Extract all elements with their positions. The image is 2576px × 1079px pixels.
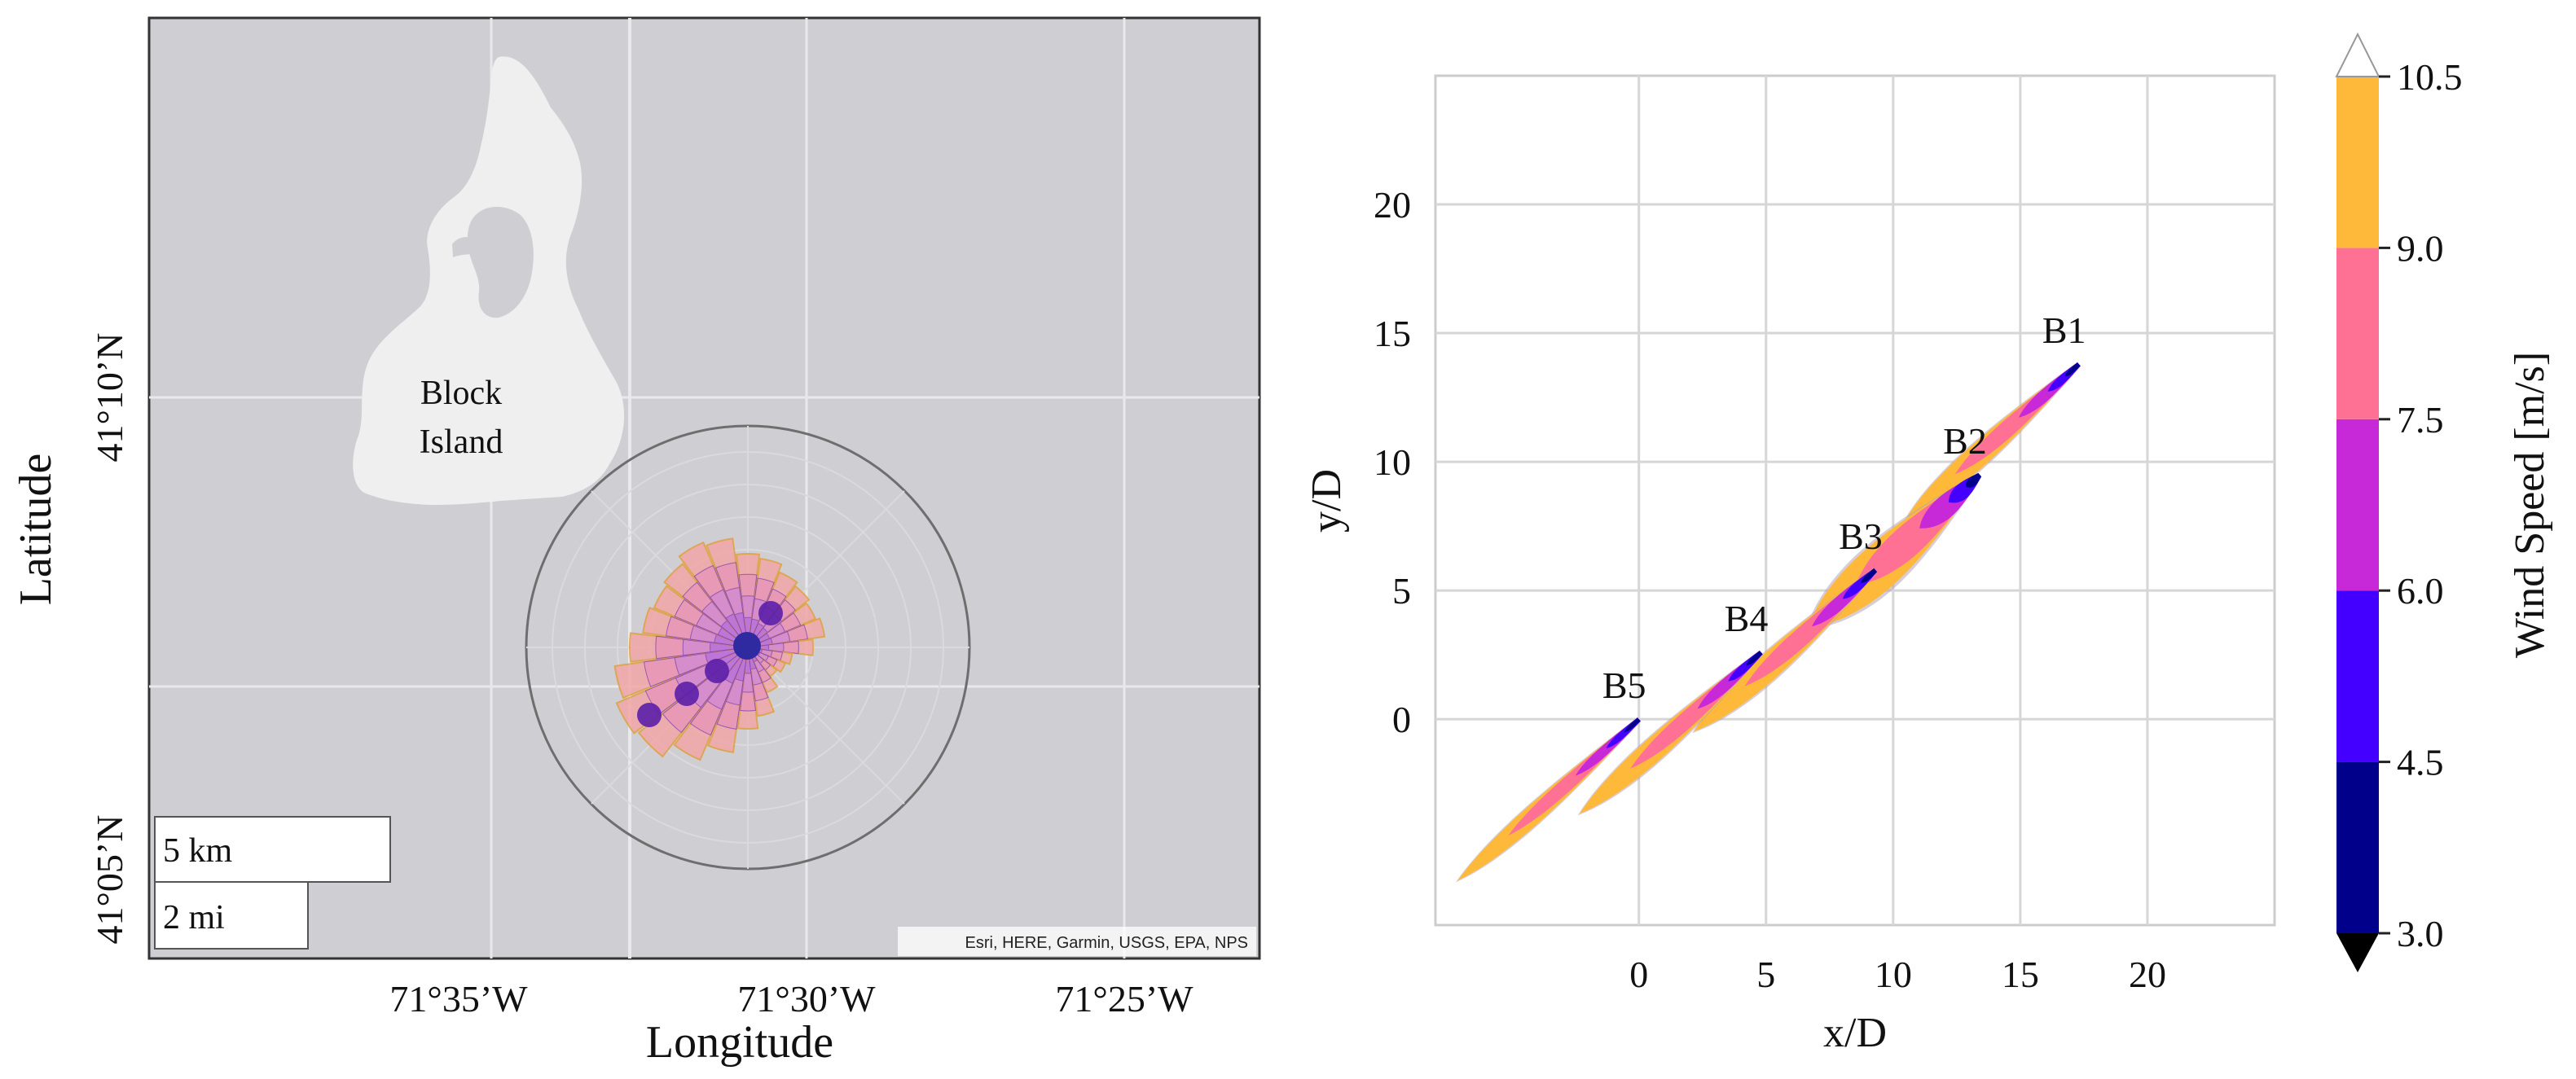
- turbine-label-b1: B1: [2042, 309, 2086, 351]
- wake-band: [1746, 651, 1763, 665]
- y-axis-label: y/D: [1303, 469, 1350, 533]
- map-panel: Block Island 5 km 2 mi Esri, HERE, Garmi…: [11, 16, 1261, 1068]
- lon-tick-label: 71°30’W: [737, 978, 876, 1020]
- turbine-label-b2: B2: [1943, 420, 1987, 462]
- scale-bar: [154, 816, 391, 950]
- map-attribution: Esri, HERE, Garmin, USGS, EPA, NPS: [965, 934, 1248, 952]
- x-tick-label: 5: [1756, 954, 1775, 995]
- turbine-markers: [637, 601, 783, 727]
- map-water: [147, 16, 1261, 960]
- y-ticks: 0 5 10 15 20: [1374, 184, 1411, 740]
- turbine-label-b5: B5: [1602, 665, 1646, 706]
- wake-band: [1624, 717, 1641, 732]
- x-tick-label: 10: [1875, 954, 1912, 995]
- y-tick-label: 10: [1374, 441, 1411, 483]
- great-salt-pond: [468, 207, 534, 318]
- colorbar-label: Wind Speed [m/s]: [2507, 352, 2553, 658]
- colorbar-tick-label: 10.5: [2397, 56, 2463, 98]
- y-tick-label: 0: [1392, 699, 1411, 740]
- lat-tick-label: 41°05’N: [89, 815, 130, 945]
- turbine-marker: [675, 682, 699, 706]
- colorbar-extend-high: [2335, 32, 2380, 77]
- colorbar-tick-label: 3.0: [2397, 913, 2444, 954]
- turbine-label-b4: B4: [1725, 598, 1769, 639]
- scale-label-km: 5 km: [163, 832, 233, 870]
- turbine-marker: [637, 703, 662, 727]
- turbine-marker: [733, 632, 761, 660]
- map-xlabel: Longitude: [646, 1017, 833, 1068]
- colorbar-segment: [2336, 761, 2379, 933]
- wake-b3: [1692, 568, 1878, 734]
- wake-panel: B1 B2 B3 B4 B5 0 5 10 15 20 0 5 10 15 20 x/D y/D 3.0…: [1303, 32, 2553, 1056]
- x-ticks: 0 5 10 15 20: [1629, 954, 2166, 995]
- colorbar-extend-low: [2336, 933, 2379, 972]
- wake-contours: [1455, 362, 2081, 883]
- wake-band: [2064, 362, 2081, 376]
- x-tick-label: 20: [2129, 954, 2166, 995]
- x-tick-label: 15: [2002, 954, 2039, 995]
- map-ylabel: Latitude: [11, 454, 61, 606]
- turbine-marker: [758, 601, 783, 625]
- lat-tick-label: 41°10’N: [89, 333, 130, 463]
- scale-label-mi: 2 mi: [163, 899, 225, 936]
- wake-b5: [1455, 717, 1642, 883]
- colorbar-tick-label: 7.5: [2397, 399, 2444, 441]
- colorbar-segment: [2336, 590, 2379, 762]
- colorbar-tick-label: 6.0: [2397, 570, 2444, 612]
- wake-band: [1861, 568, 1877, 583]
- y-tick-label: 20: [1374, 184, 1411, 226]
- island-label: Block: [420, 375, 502, 412]
- wake-b4: [1577, 650, 1763, 816]
- colorbar-tick-label: 4.5: [2397, 742, 2444, 783]
- colorbar: 3.0 4.5 6.0 7.5 9.0 10.5: [2335, 32, 2463, 972]
- lon-tick-label: 71°35’W: [389, 978, 528, 1020]
- colorbar-segment: [2336, 77, 2379, 248]
- colorbar-segment: [2336, 248, 2379, 419]
- colorbar-tick-label: 9.0: [2397, 227, 2444, 269]
- turbine-marker: [705, 659, 729, 683]
- colorbar-segment: [2336, 419, 2379, 591]
- salt-pond-channel: [452, 237, 481, 257]
- wake-b1: [1905, 362, 2081, 519]
- island-label: Island: [420, 423, 503, 461]
- x-axis-label: x/D: [1823, 1010, 1887, 1056]
- turbine-label-b3: B3: [1839, 515, 1883, 557]
- y-tick-label: 5: [1392, 570, 1411, 612]
- wake-band: [1966, 473, 1981, 488]
- attribution-box: [898, 927, 1256, 956]
- y-tick-label: 15: [1374, 313, 1411, 354]
- lon-tick-label: 71°25’W: [1055, 978, 1193, 1020]
- turbine-labels: B1 B2 B3 B4 B5: [1602, 309, 2086, 706]
- x-tick-label: 0: [1629, 954, 1648, 995]
